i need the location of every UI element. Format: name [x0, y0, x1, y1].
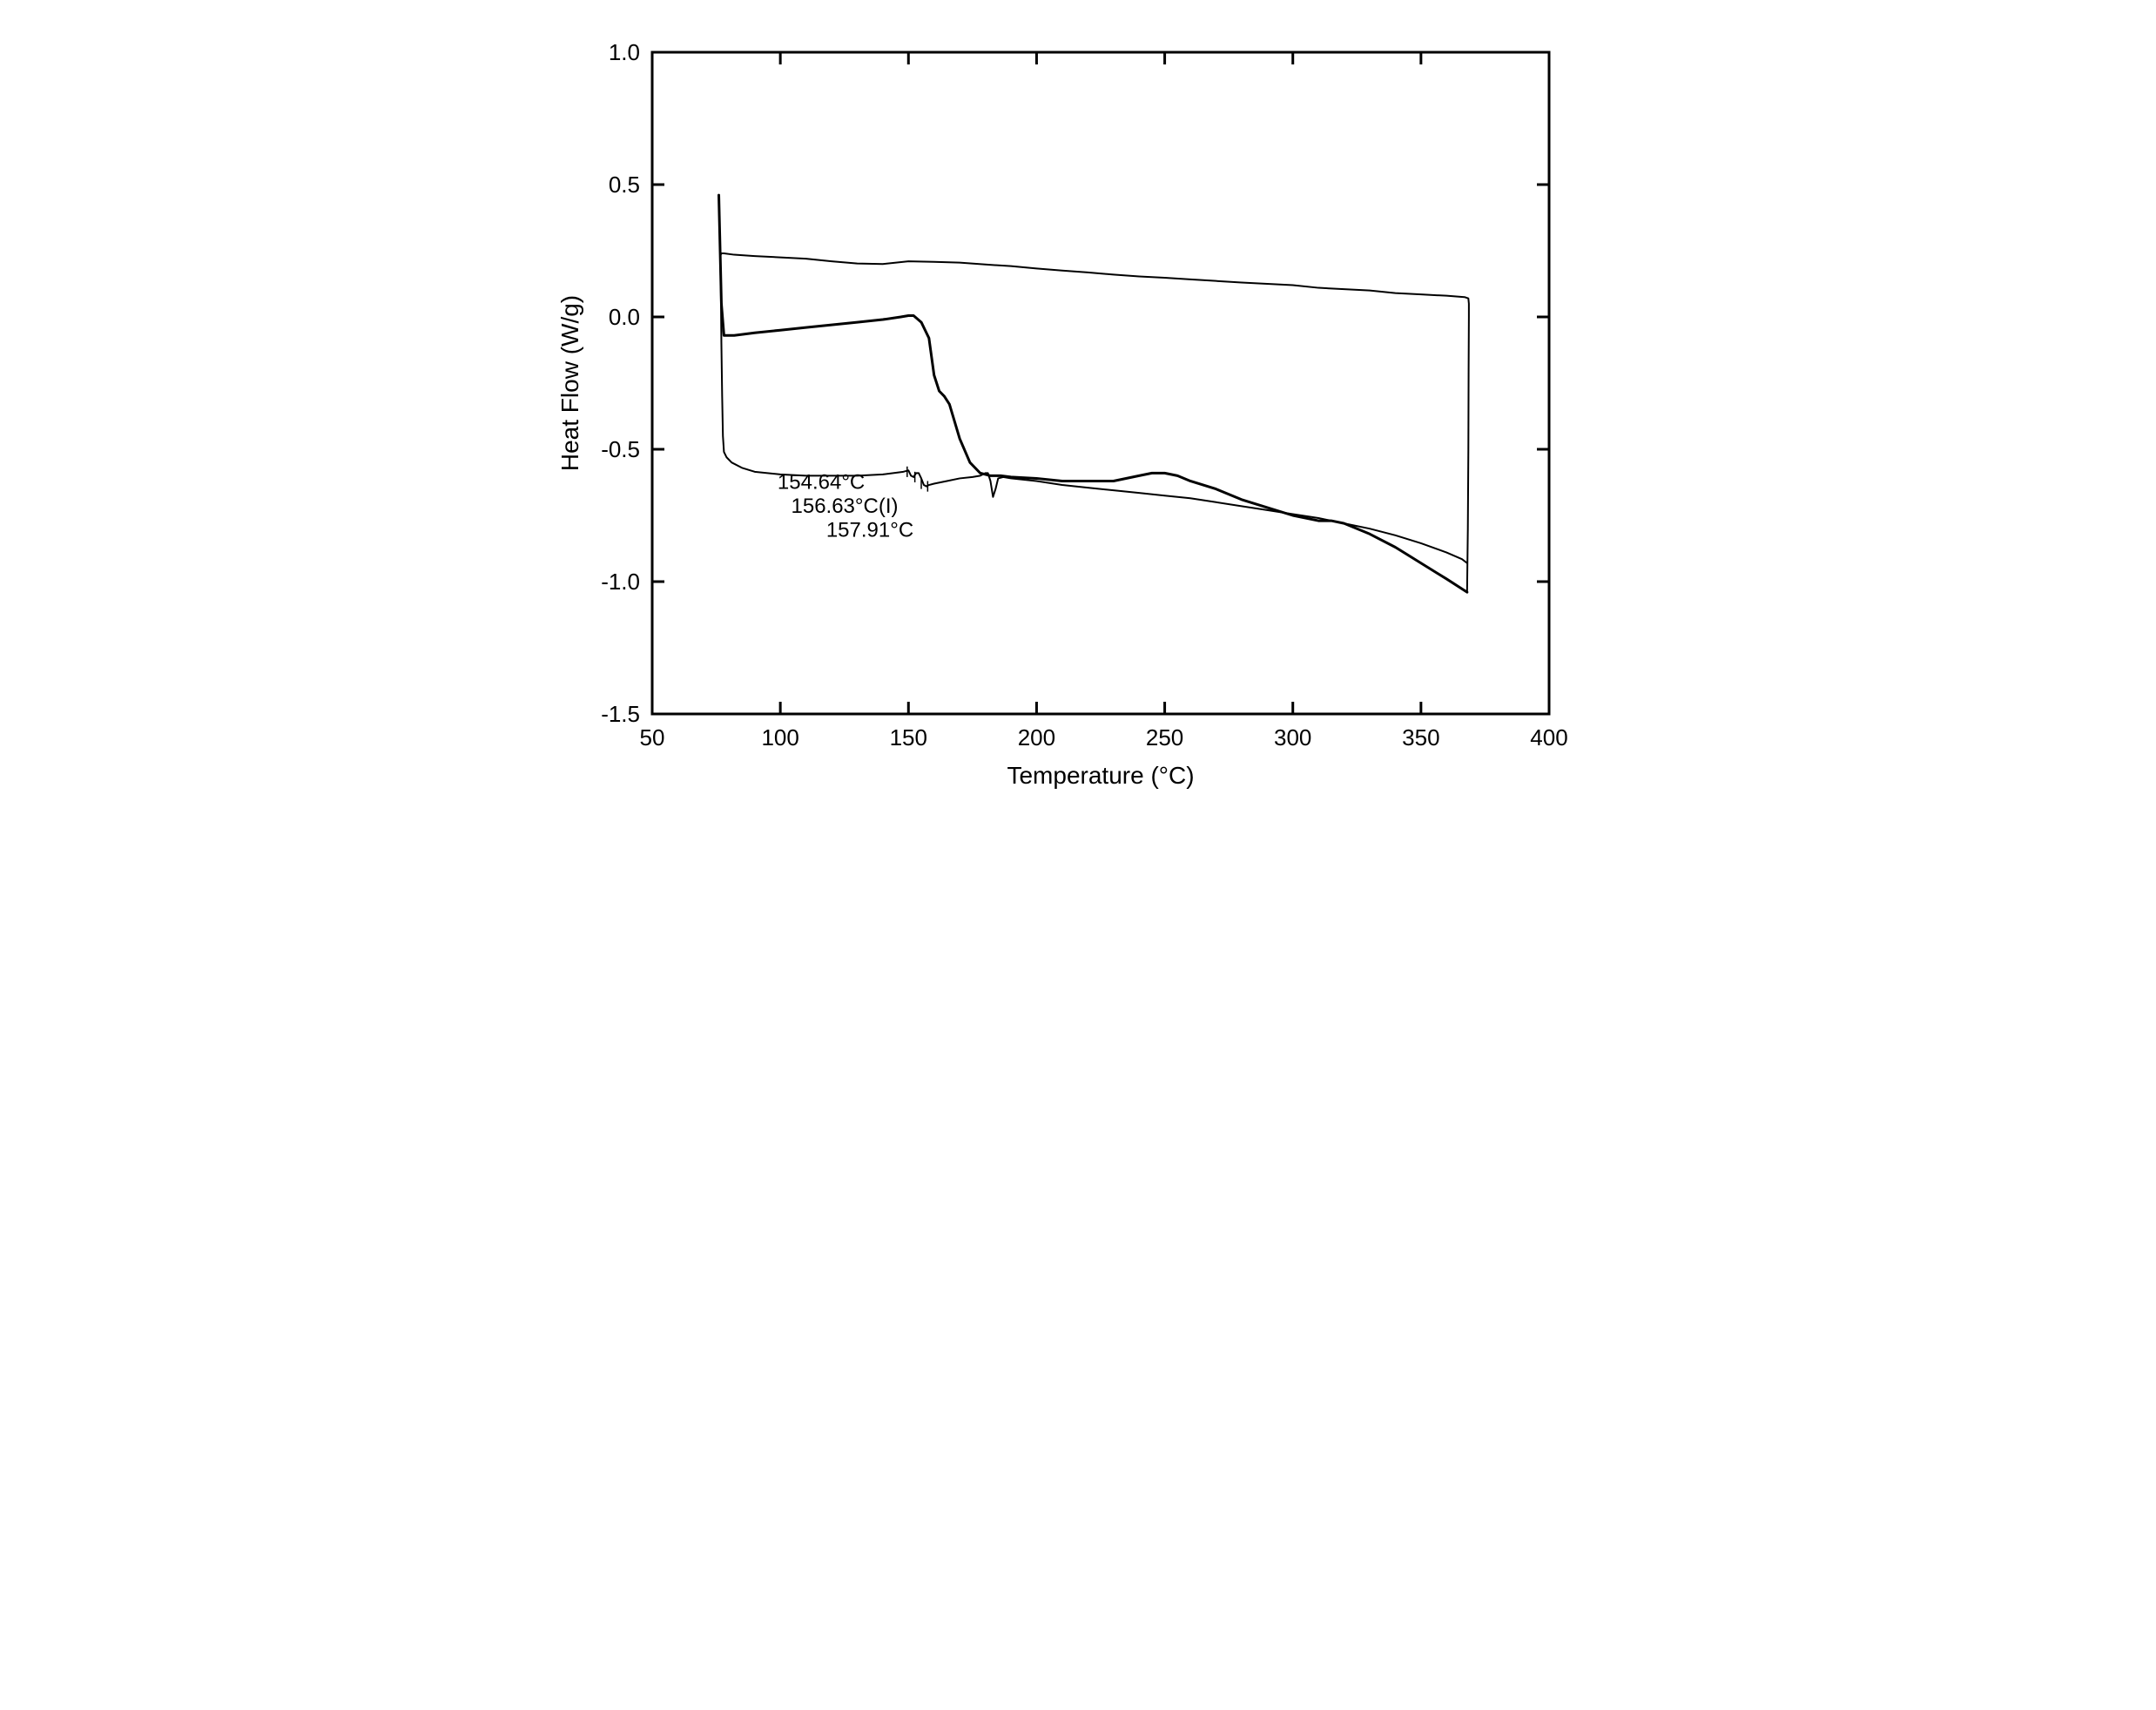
svg-text:250: 250 [1146, 724, 1183, 751]
annotation-1: 156.63°C(I) [792, 495, 899, 518]
svg-text:400: 400 [1530, 724, 1567, 751]
svg-text:350: 350 [1402, 724, 1439, 751]
svg-text:Heat Flow (W/g): Heat Flow (W/g) [556, 295, 583, 471]
svg-text:150: 150 [890, 724, 927, 751]
svg-text:Temperature (°C): Temperature (°C) [1007, 762, 1194, 789]
svg-text:50: 50 [640, 724, 665, 751]
annotation-2: 157.91°C [826, 518, 913, 542]
svg-text:0.5: 0.5 [609, 172, 640, 198]
svg-text:100: 100 [761, 724, 798, 751]
annotation-0: 154.64°C [778, 471, 865, 495]
svg-text:-1.0: -1.0 [601, 569, 640, 595]
svg-text:0.0: 0.0 [609, 304, 640, 330]
svg-text:200: 200 [1018, 724, 1055, 751]
chart-svg: 50 100 150 200 250 300 350 400 -1.5 -1.0 -0.5 0.0 0.… [539, 0, 1617, 855]
svg-text:300: 300 [1274, 724, 1311, 751]
svg-text:-1.5: -1.5 [601, 701, 640, 727]
svg-text:1.0: 1.0 [609, 39, 640, 65]
svg-text:-0.5: -0.5 [601, 436, 640, 462]
dsc-chart: 50 100 150 200 250 300 350 400 -1.5 -1.0 -0.5 0.0 0.… [539, 0, 1617, 855]
